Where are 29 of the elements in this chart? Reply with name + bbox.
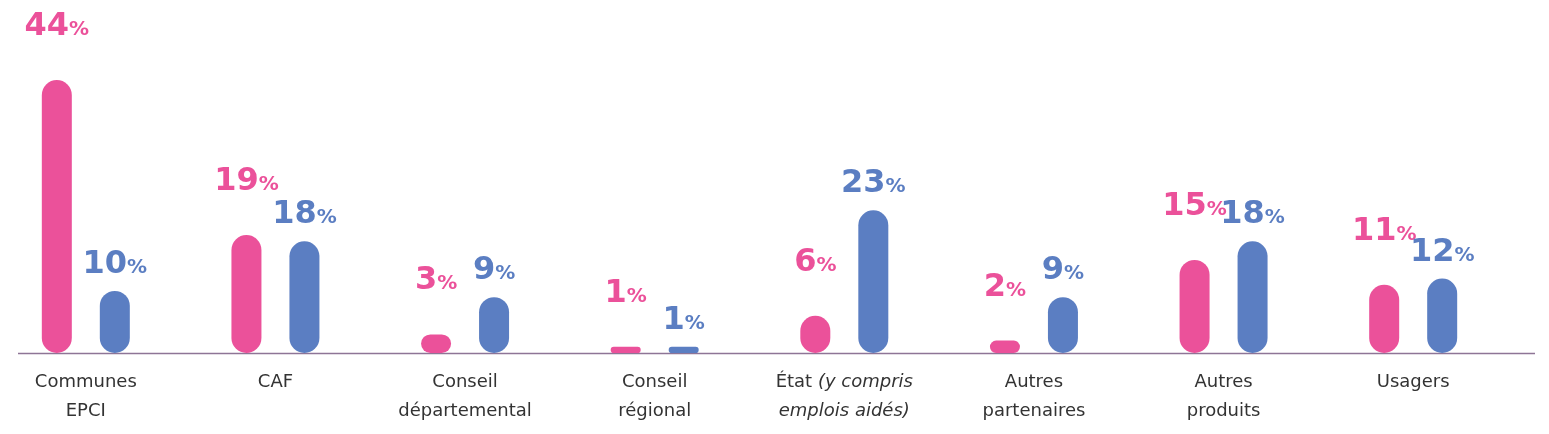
bar [1179, 259, 1210, 353]
x-tick-label: Conseil départemental [398, 370, 532, 420]
bar [1369, 284, 1400, 353]
x-tick-label: Communes EPCI [34, 370, 137, 420]
data-label: 1% [662, 298, 705, 337]
bar [289, 241, 320, 353]
bar [41, 80, 72, 353]
x-tick-label: Conseil régional [618, 370, 692, 420]
data-label: 44% [24, 5, 90, 43]
x-tick-label: État (y compris emplois aidés) [775, 370, 913, 420]
data-label: 3% [414, 259, 458, 298]
data-label: 1% [604, 271, 647, 310]
data-label: 23% [841, 162, 906, 201]
bar [858, 210, 889, 353]
bar [610, 346, 641, 353]
x-tick-label: CAF [257, 370, 294, 391]
x-tick-label: Autres produits [1186, 370, 1261, 420]
x-tick-label: Autres partenaires [982, 370, 1086, 420]
data-label: 9% [1041, 249, 1085, 288]
data-label: 6% [794, 240, 837, 279]
bar [99, 290, 130, 353]
data-label: 2% [983, 265, 1027, 304]
data-label: 9% [472, 249, 516, 288]
data-label: 10% [82, 242, 148, 281]
x-tick-label: Usagers [1376, 370, 1450, 391]
bar [668, 346, 699, 353]
bar [1237, 241, 1268, 353]
bar [1427, 278, 1458, 353]
bar [231, 235, 262, 353]
